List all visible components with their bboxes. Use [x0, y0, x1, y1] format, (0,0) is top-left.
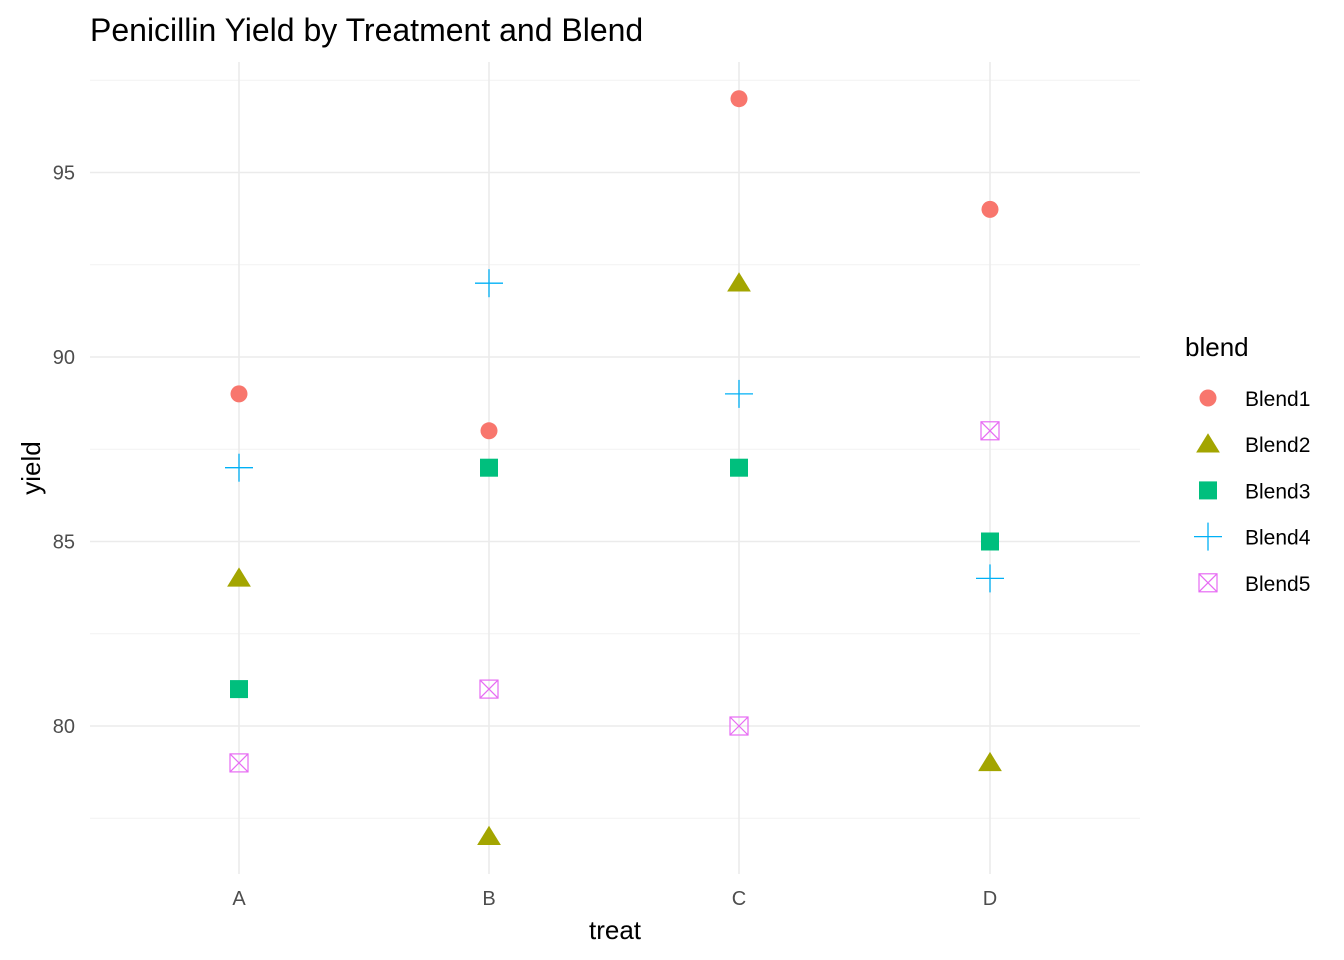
point-blend5-c	[729, 716, 749, 736]
point-blend5-d-box	[980, 421, 1000, 441]
x-tick-label: D	[983, 888, 997, 910]
legend-key-blend3-square	[1199, 481, 1217, 500]
legend: blend Blend1 Blend2 Blend3 Blend4 Blend5	[1185, 332, 1311, 596]
y-axis-tick-labels: 80 85 90 95	[53, 163, 75, 739]
point-blend5-b	[479, 679, 499, 699]
legend-key-blend4	[1194, 522, 1222, 551]
legend-key-blend3	[1199, 481, 1217, 500]
series-blend3	[230, 458, 999, 699]
x-tick-label: B	[482, 888, 495, 910]
point-blend3-d-square	[981, 532, 999, 551]
legend-item-blend2: Blend2	[1196, 433, 1310, 457]
point-blend4-c	[725, 379, 753, 408]
series-blend4	[225, 269, 1004, 593]
chart-title: Penicillin Yield by Treatment and Blend	[90, 12, 643, 48]
legend-key-blend5-diag2	[1198, 573, 1218, 593]
point-blend1-a	[230, 385, 248, 403]
point-blend5-c-diag2	[729, 716, 749, 736]
point-blend2-d-triangle	[978, 751, 1002, 772]
point-blend1-a-circle	[230, 385, 248, 403]
point-blend5-b-box	[479, 679, 499, 699]
grid-lines	[90, 62, 1140, 874]
y-tick-label: 80	[53, 716, 75, 738]
x-axis-title: treat	[589, 915, 642, 945]
point-blend1-c	[730, 90, 748, 108]
point-blend2-b-triangle	[477, 825, 501, 845]
data-points	[225, 90, 1004, 845]
legend-label: Blend5	[1245, 573, 1310, 596]
y-tick-label: 85	[53, 532, 75, 554]
series-blend2	[227, 272, 1002, 845]
legend-key-blend2	[1196, 433, 1220, 453]
point-blend5-a-box	[229, 753, 249, 773]
legend-item-blend4: Blend4	[1194, 522, 1311, 551]
legend-label: Blend2	[1245, 434, 1310, 457]
point-blend2-c-triangle	[727, 272, 751, 292]
legend-key-blend2-triangle	[1196, 433, 1220, 453]
y-tick-label: 90	[53, 347, 75, 369]
point-blend1-b	[480, 422, 498, 440]
point-blend2-b	[477, 825, 501, 845]
point-blend1-d-circle	[981, 200, 999, 218]
point-blend4-a	[225, 453, 253, 482]
point-blend3-c	[730, 458, 748, 477]
point-blend1-b-circle	[480, 422, 498, 440]
point-blend3-d	[981, 532, 999, 551]
x-tick-label: A	[232, 888, 246, 910]
legend-key-blend5	[1198, 573, 1218, 593]
legend-item-blend1: Blend1	[1199, 388, 1310, 411]
point-blend2-a-triangle	[227, 567, 251, 587]
series-blend1	[230, 90, 999, 440]
legend-key-blend1	[1199, 389, 1217, 407]
point-blend1-d	[981, 200, 999, 218]
point-blend2-d	[978, 751, 1002, 772]
point-blend5-d-diag2	[980, 421, 1000, 441]
point-blend4-b	[475, 269, 503, 298]
x-axis-tick-labels: A B C D	[232, 888, 997, 910]
legend-label: Blend1	[1245, 388, 1310, 411]
y-axis-title: yield	[16, 441, 46, 494]
point-blend1-c-circle	[730, 90, 748, 108]
point-blend5-a-diag2	[229, 753, 249, 773]
point-blend5-c-box	[729, 716, 749, 736]
point-blend3-b	[480, 458, 498, 477]
point-blend2-c	[727, 272, 751, 292]
x-tick-label: C	[732, 888, 746, 910]
legend-item-blend5: Blend5	[1198, 573, 1310, 596]
point-blend5-b-diag2	[479, 679, 499, 699]
point-blend3-c-square	[730, 458, 748, 477]
point-blend4-d	[976, 564, 1004, 593]
point-blend2-a	[227, 567, 251, 587]
point-blend3-b-square	[480, 458, 498, 477]
series-blend5	[229, 421, 1000, 773]
legend-title: blend	[1185, 332, 1249, 362]
legend-key-blend1-circle	[1199, 389, 1217, 407]
point-blend5-d	[980, 421, 1000, 441]
legend-items: Blend1 Blend2 Blend3 Blend4 Blend5	[1194, 388, 1311, 596]
legend-item-blend3: Blend3	[1199, 480, 1310, 503]
y-tick-label: 95	[53, 163, 75, 185]
point-blend5-a	[229, 753, 249, 773]
point-blend3-a-square	[230, 680, 248, 699]
legend-label: Blend3	[1245, 480, 1310, 503]
point-blend3-a	[230, 680, 248, 699]
legend-key-blend5-box	[1198, 573, 1218, 593]
legend-label: Blend4	[1245, 527, 1311, 550]
